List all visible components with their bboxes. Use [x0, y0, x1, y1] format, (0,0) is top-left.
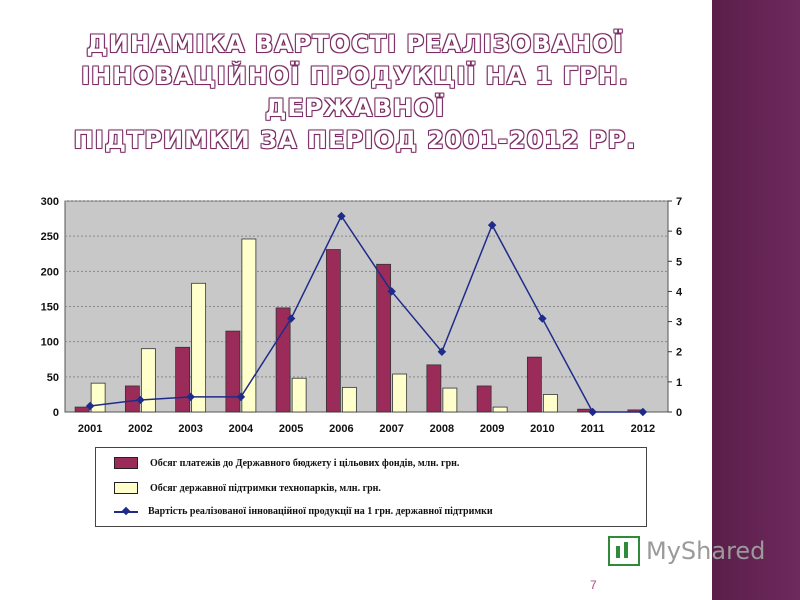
- bar-support: [341, 386, 357, 413]
- y-left-tick-label: 250: [41, 231, 59, 243]
- x-tick-label: 2008: [430, 423, 454, 435]
- x-tick-label: 2012: [631, 423, 655, 435]
- myshared-watermark: MyShared: [608, 536, 765, 566]
- title-line-1: ДИНАМІКА ВАРТОСТІ РЕАЛІЗОВАНОЇ: [86, 30, 624, 58]
- bar-support: [442, 387, 458, 413]
- slide-title: ДИНАМІКА ВАРТОСТІ РЕАЛІЗОВАНОЇ ІННОВАЦІЙ…: [20, 28, 690, 156]
- legend-item-payments: Обсяг платежів до Державного бюджету і ц…: [114, 457, 459, 469]
- bar-support: [492, 406, 508, 413]
- myshared-logo-icon: [608, 536, 640, 566]
- x-tick-label: 2004: [229, 423, 254, 435]
- line-point: [588, 407, 597, 417]
- line-point: [437, 347, 447, 356]
- x-tick-label: 2006: [329, 423, 353, 435]
- legend-label-payments: Обсяг платежів до Державного бюджету і ц…: [150, 457, 460, 469]
- legend-swatch-support: [114, 482, 138, 494]
- bar-support: [291, 377, 307, 413]
- x-tick-label: 2009: [480, 423, 504, 435]
- bar-support: [241, 238, 257, 413]
- line-point: [487, 220, 497, 230]
- line-point: [638, 407, 648, 417]
- bar-payments: [74, 406, 90, 413]
- y-left-tick-label: 0: [53, 407, 59, 419]
- x-tick-label: 2005: [279, 423, 303, 435]
- legend-line-swatch: [114, 507, 138, 517]
- legend-item-support: Обсяг державної підтримки технопарків, м…: [114, 482, 381, 494]
- line-point: [85, 401, 95, 411]
- x-tick-label: 2003: [178, 423, 202, 435]
- y-left-tick-label: 100: [41, 337, 59, 349]
- decorative-side-band: [712, 0, 800, 600]
- chart-legend: Обсяг платежів до Державного бюджету і ц…: [95, 447, 647, 527]
- x-tick-label: 2007: [379, 423, 403, 435]
- x-tick-label: 2011: [581, 423, 605, 435]
- bar-support: [140, 348, 156, 413]
- legend-item-value-per-uah: Вартість реалізованої інноваційної проду…: [114, 506, 493, 517]
- y-right-tick-label: 2: [676, 347, 682, 359]
- y-right-tick-label: 3: [676, 317, 682, 329]
- bar-payments: [526, 356, 542, 413]
- bar-payments: [426, 364, 442, 413]
- line-point: [286, 314, 296, 323]
- y-left-tick-label: 200: [41, 266, 59, 278]
- title-line-3: ПІДТРИМКИ ЗА ПЕРІОД 2001-2012 РР.: [73, 126, 637, 154]
- y-left-tick-label: 150: [41, 302, 59, 314]
- line-point: [236, 392, 246, 402]
- x-tick-label: 2002: [128, 423, 152, 435]
- legend-swatch-payments: [114, 457, 138, 469]
- page-number: 7: [590, 578, 597, 592]
- combo-chart: 0 50 100 150 200 250 300 0 1 2 3 4 5 6 7 2001 2002 2003 20…: [41, 196, 683, 435]
- line-value-per-uah: [90, 214, 643, 413]
- y-right-tick-label: 4: [676, 286, 683, 298]
- bar-payments: [175, 346, 191, 413]
- bar-support: [392, 373, 408, 413]
- y-left-tick-label: 50: [47, 372, 59, 384]
- line-point: [136, 395, 145, 405]
- y-right-tick-label: 0: [676, 407, 682, 419]
- bar-payments: [376, 263, 392, 413]
- bar-payments: [325, 249, 341, 413]
- x-tick-label: 2001: [78, 423, 102, 435]
- legend-label-value-per-uah: Вартість реалізованої інноваційної проду…: [148, 506, 493, 517]
- bar-payments: [275, 307, 291, 413]
- bar-payments: [476, 385, 492, 413]
- line-point: [186, 392, 195, 402]
- y-right-tick-label: 1: [676, 377, 682, 389]
- y-right-tick-label: 5: [676, 256, 682, 268]
- watermark-text: MyShared: [646, 537, 766, 565]
- legend-label-support: Обсяг державної підтримки технопарків, м…: [150, 482, 381, 494]
- x-tick-label: 2010: [530, 423, 554, 435]
- line-point: [387, 287, 396, 296]
- bar-support: [542, 394, 558, 413]
- line-point: [337, 211, 346, 221]
- y-right-tick-label: 6: [676, 226, 682, 238]
- bar-support: [191, 282, 207, 413]
- y-left-tick-label: 300: [41, 196, 59, 208]
- title-line-2: ІННОВАЦІЙНОЇ ПРОДУКЦІЇ НА 1 ГРН. ДЕРЖАВН…: [81, 62, 629, 122]
- bar-payments: [225, 330, 241, 413]
- y-right-tick-label: 7: [676, 196, 682, 208]
- bar-support: [90, 382, 106, 413]
